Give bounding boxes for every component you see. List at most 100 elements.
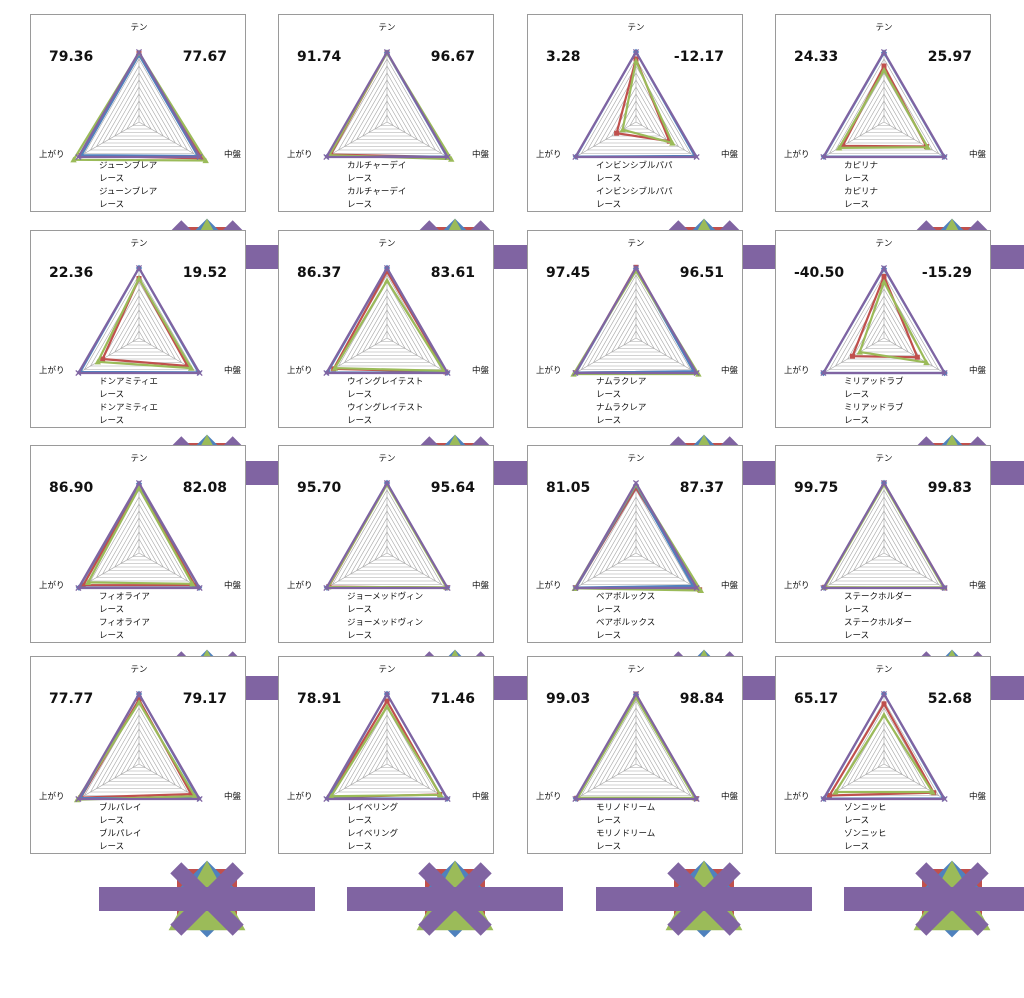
axis-label-chuban: 中盤 bbox=[720, 581, 738, 591]
axis-label-chuban: 中盤 bbox=[720, 366, 738, 376]
data-point bbox=[914, 354, 920, 360]
data-point bbox=[444, 584, 451, 592]
radar-gridline bbox=[611, 735, 661, 779]
radar-gridline bbox=[120, 316, 158, 349]
series-line bbox=[573, 265, 699, 375]
legend-label: レース bbox=[596, 630, 622, 641]
radar-gridline bbox=[108, 302, 170, 356]
legend-entry: レース bbox=[347, 628, 563, 725]
axis-label-agari: 上がり bbox=[39, 150, 65, 160]
score-right: 87.37 bbox=[679, 480, 724, 496]
radar-gridline bbox=[380, 756, 394, 768]
radar-spoke bbox=[326, 121, 388, 158]
data-point bbox=[196, 584, 203, 592]
data-point bbox=[196, 795, 203, 803]
series-line bbox=[96, 276, 194, 370]
score-left: 91.74 bbox=[297, 49, 342, 65]
radar-gridline bbox=[132, 756, 146, 768]
data-point bbox=[693, 795, 700, 803]
data-point bbox=[383, 264, 391, 272]
radar-chart bbox=[323, 264, 451, 377]
legend-label: ミリアッドラブ bbox=[844, 402, 904, 413]
score-left: 65.17 bbox=[794, 691, 839, 707]
radar-gridline bbox=[586, 281, 686, 367]
data-point bbox=[835, 144, 843, 151]
radar-gridline bbox=[356, 302, 418, 356]
legend-label: カルチャーデイ bbox=[347, 186, 407, 197]
score-left: 77.77 bbox=[49, 691, 94, 707]
score-right: 52.68 bbox=[927, 691, 972, 707]
series-line bbox=[837, 67, 930, 150]
legend: ステークホルダー レース ステークホルダー レース bbox=[844, 589, 1024, 727]
legend-label: レース bbox=[596, 389, 622, 400]
legend: インビンシブルパパ レース インビンシブルパパ レース bbox=[596, 158, 812, 296]
data-point bbox=[444, 795, 451, 803]
data-point bbox=[880, 278, 888, 285]
radar-gridline bbox=[96, 714, 182, 789]
legend-entry: レース bbox=[99, 413, 315, 510]
radar-chart bbox=[820, 48, 948, 161]
radar-gridline bbox=[865, 100, 903, 133]
axis-label-agari: 上がり bbox=[287, 366, 313, 376]
radar-gridline bbox=[853, 517, 915, 571]
legend-entry: レース bbox=[347, 197, 563, 294]
data-point bbox=[191, 793, 198, 799]
score-right: 98.84 bbox=[679, 691, 724, 707]
radar-gridline bbox=[617, 316, 655, 349]
radar-gridline bbox=[350, 510, 424, 575]
radar-chart bbox=[572, 690, 700, 803]
radar-gridline bbox=[871, 107, 897, 130]
legend-label: ブルパレイ bbox=[99, 828, 142, 839]
series-line bbox=[81, 483, 197, 587]
data-point bbox=[75, 153, 82, 161]
radar-spoke bbox=[635, 763, 697, 800]
data-point bbox=[880, 690, 888, 698]
axis-label-ten: テン bbox=[627, 665, 645, 675]
legend-label: レース bbox=[99, 841, 125, 852]
legend-label: フィオライア bbox=[99, 617, 150, 628]
data-point bbox=[820, 153, 827, 161]
legend: カルチャーデイ レース カルチャーデイ レース bbox=[347, 158, 563, 296]
radar-gridline bbox=[132, 545, 146, 557]
radar-gridline bbox=[599, 79, 673, 144]
score-right: 79.17 bbox=[182, 691, 227, 707]
legend-label: ナムラクレア bbox=[596, 376, 647, 387]
data-point bbox=[880, 67, 888, 73]
radar-gridline bbox=[828, 489, 940, 585]
data-point bbox=[448, 155, 455, 162]
legend-label: レース bbox=[596, 199, 622, 210]
legend: ゾンニッヒ レース ゾンニッヒ レース bbox=[844, 800, 1024, 938]
legend-label: レース bbox=[99, 630, 125, 641]
radar-gridline bbox=[126, 749, 152, 772]
legend-label: レース bbox=[347, 604, 373, 615]
radar-spoke bbox=[78, 763, 140, 800]
series-line bbox=[821, 265, 947, 375]
radar-gridline bbox=[368, 531, 406, 564]
series-line bbox=[327, 698, 442, 799]
radar-gridline bbox=[853, 728, 915, 782]
data-point bbox=[323, 369, 330, 377]
axis-label-ten: テン bbox=[130, 454, 148, 464]
data-point bbox=[856, 348, 863, 355]
legend-label: レース bbox=[596, 815, 622, 826]
series-line bbox=[325, 50, 449, 158]
series-line bbox=[574, 691, 698, 800]
radar-gridline bbox=[344, 503, 430, 578]
data-point bbox=[695, 370, 702, 377]
legend-entry: レース bbox=[99, 839, 315, 936]
radar-chart-panel: 3.28 -12.17 テン 上がり 中盤 インビンシブルパパ レース インビンシブルパパ レー… bbox=[527, 14, 812, 296]
series-line bbox=[821, 49, 947, 159]
axis-label-agari: 上がり bbox=[536, 792, 562, 802]
data-point bbox=[202, 157, 209, 164]
radar-gridline bbox=[337, 65, 437, 151]
axis-label-chuban: 中盤 bbox=[968, 150, 986, 160]
data-point bbox=[75, 369, 82, 377]
axis-label-chuban: 中盤 bbox=[471, 150, 489, 160]
radar-gridline bbox=[89, 496, 189, 582]
legend-label: レース bbox=[347, 173, 373, 184]
legend: ベアボルックス レース ベアボルックス レース bbox=[596, 589, 812, 727]
legend-label: レース bbox=[596, 415, 622, 426]
data-point bbox=[187, 364, 195, 371]
data-point bbox=[323, 153, 330, 161]
radar-gridline bbox=[586, 496, 686, 582]
